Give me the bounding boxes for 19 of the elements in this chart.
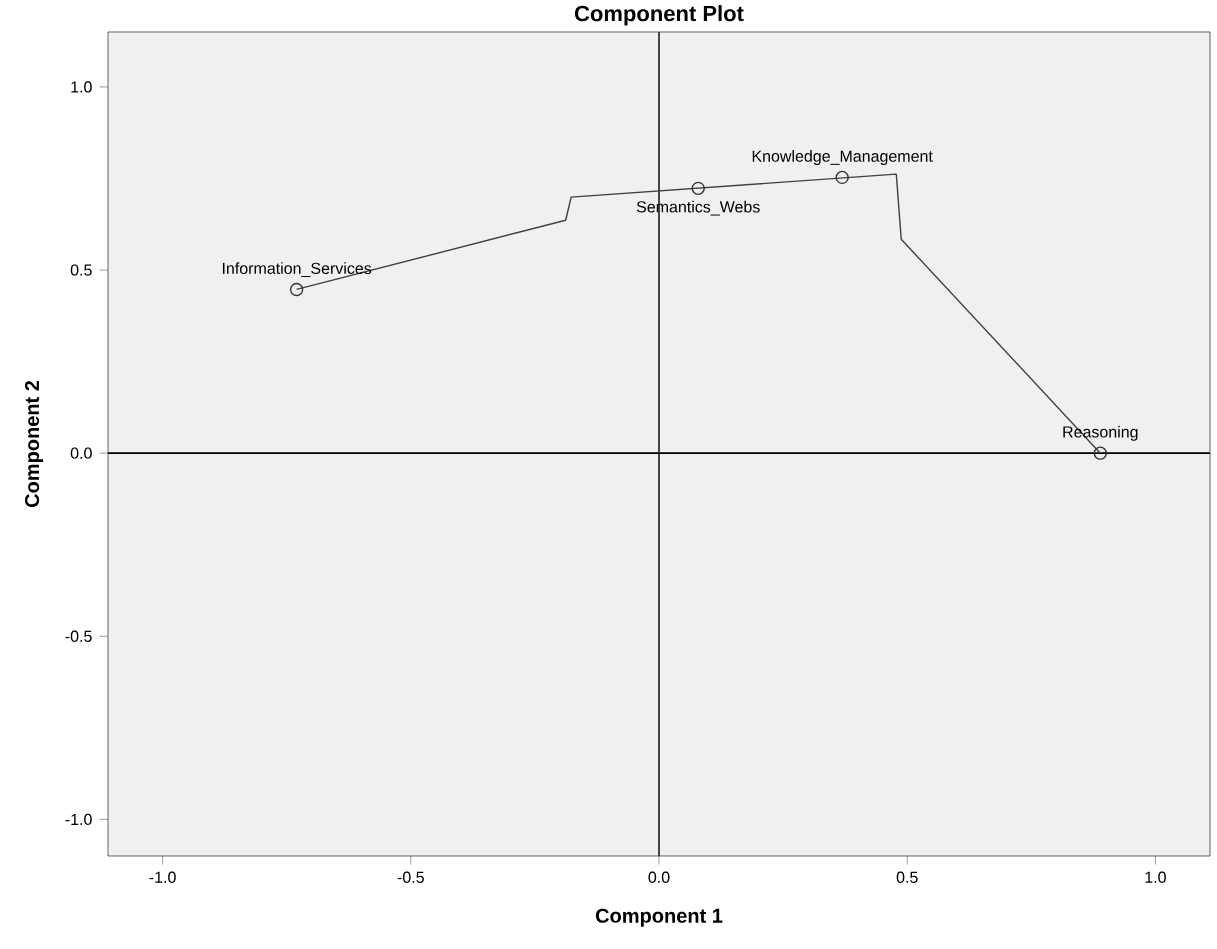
point xyxy=(289,282,304,297)
y-tick-label: -1.0 xyxy=(65,813,92,826)
x-tick-label: 1.0 xyxy=(1145,871,1166,883)
annotation: Knowledge_Management xyxy=(752,150,933,165)
x-axis-title: Component 1 xyxy=(595,908,723,927)
chart-title: Component Plot xyxy=(574,5,744,26)
y-tick-label: 0.0 xyxy=(70,447,92,459)
x-tick-label: 0.0 xyxy=(648,871,670,883)
point xyxy=(1093,446,1108,460)
annotation: Information_Services xyxy=(222,262,372,278)
y-tick-label: 1.0 xyxy=(71,81,92,93)
point xyxy=(835,170,849,185)
x-tick-label: 0.5 xyxy=(896,871,918,883)
y-axis-title: Component 2 xyxy=(24,380,44,508)
x-tick-label: -1.0 xyxy=(149,871,176,883)
y-tick-label: 0.5 xyxy=(70,264,92,276)
x-tick-label: -0.5 xyxy=(397,871,424,883)
point xyxy=(691,181,705,196)
y-tick-label: -0.5 xyxy=(65,630,92,642)
